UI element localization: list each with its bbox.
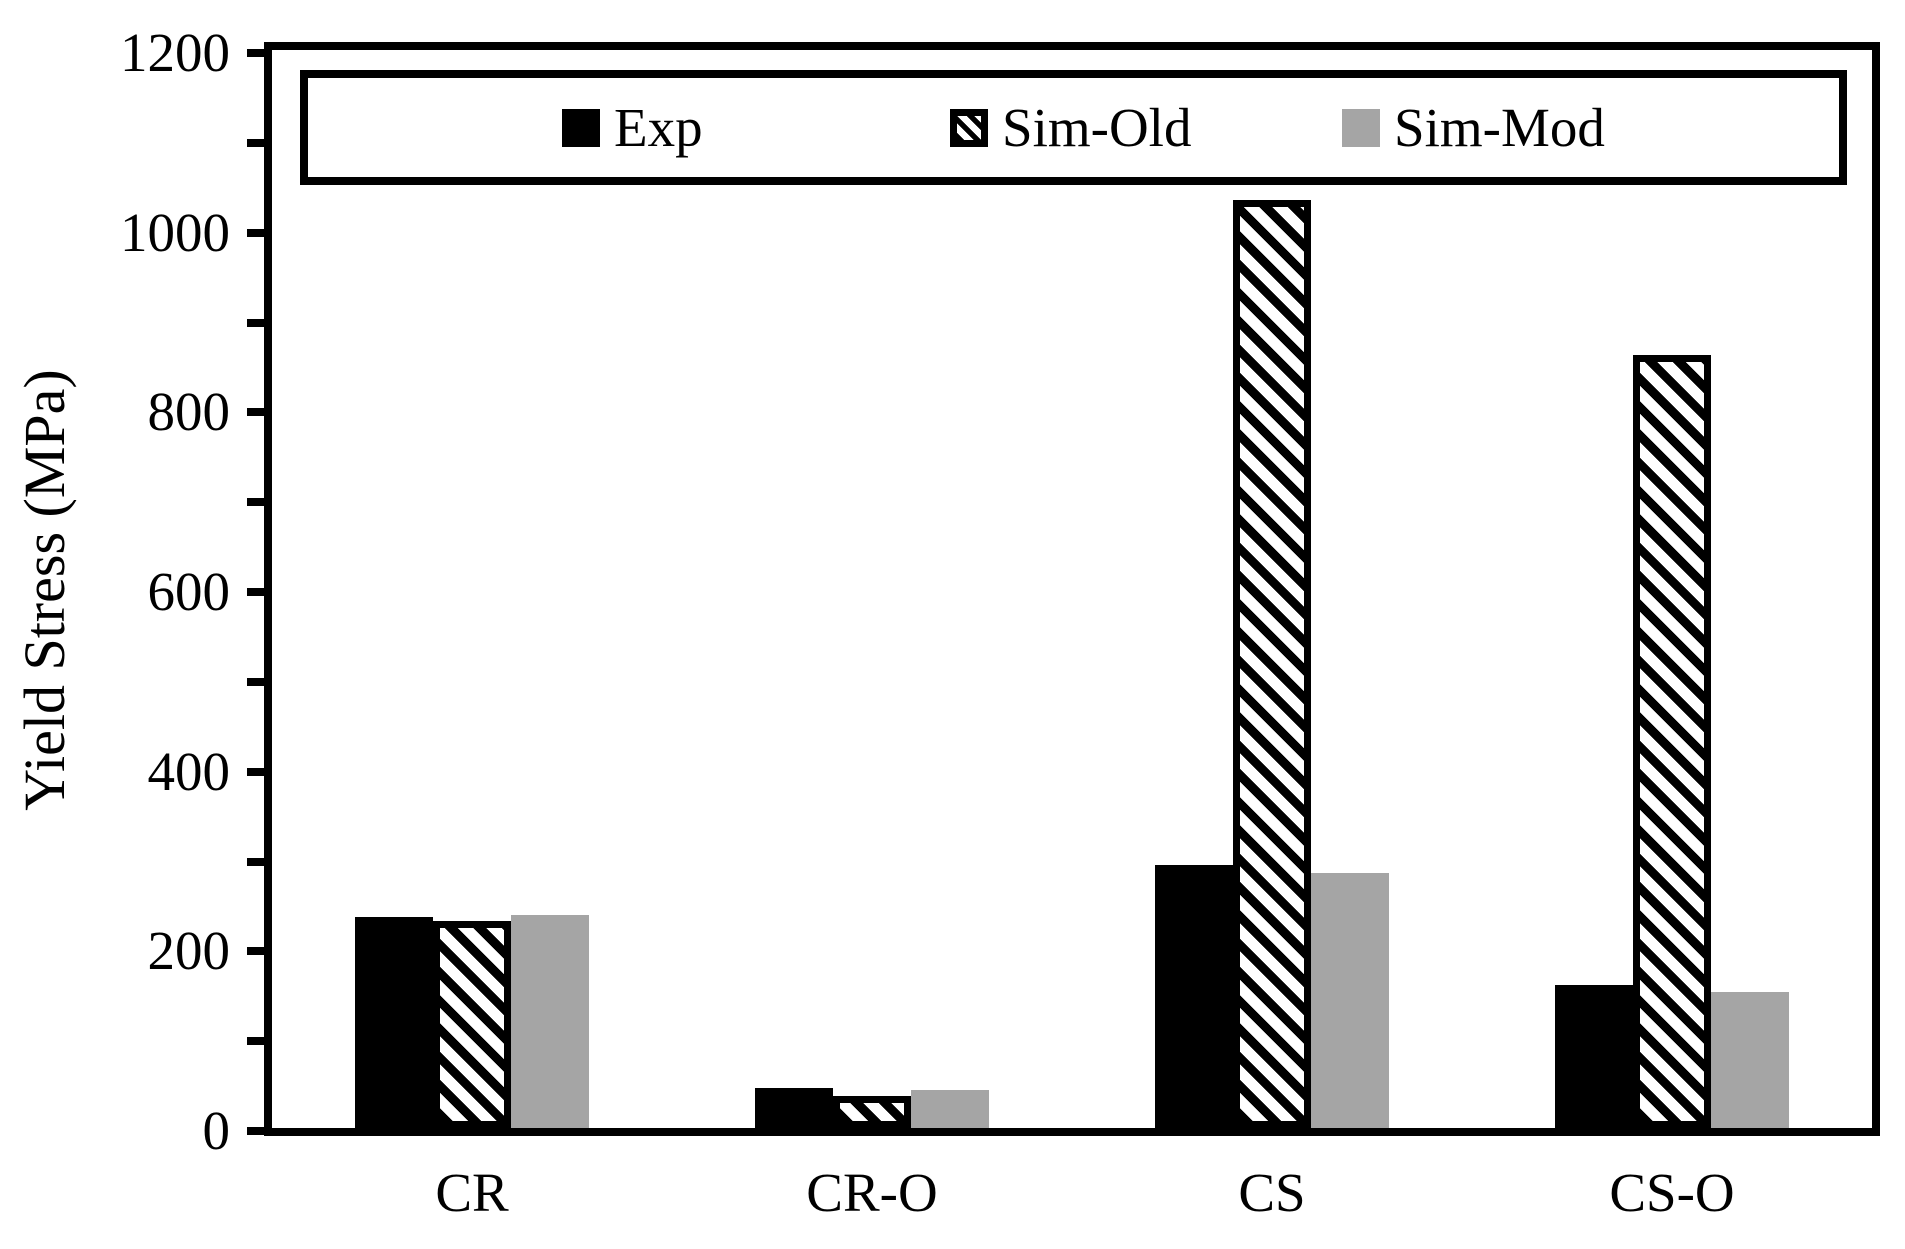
legend-item-sim-old: Sim-Old — [950, 78, 1191, 177]
y-tick-label-200: 200 — [147, 920, 231, 981]
x-category-label-cs: CS — [1238, 1162, 1306, 1223]
y-tick-label-800: 800 — [147, 381, 231, 442]
bar-cs-o-sim-mod — [1711, 992, 1789, 1128]
y-axis-tick-1200 — [247, 49, 264, 57]
legend-swatch-exp-icon — [562, 108, 600, 147]
y-tick-label-400: 400 — [147, 741, 231, 802]
legend-label-sim-old: Sim-Old — [1002, 97, 1192, 158]
y-axis-tick-300 — [247, 858, 264, 866]
legend: Exp Sim-Old Sim-Mod — [300, 70, 1847, 185]
y-axis-tick-1100 — [247, 139, 264, 147]
bar-cr-o-sim-mod — [911, 1090, 989, 1128]
bar-cr-o-exp — [755, 1088, 833, 1128]
y-tick-label-0: 0 — [202, 1100, 231, 1161]
y-axis-tick-500 — [247, 678, 264, 686]
legend-swatch-sim-old-icon — [950, 108, 988, 147]
bar-cr-sim-mod — [511, 915, 589, 1128]
legend-swatch-sim-mod-icon — [1342, 108, 1380, 147]
y-tick-label-600: 600 — [147, 561, 231, 622]
y-axis-tick-0 — [247, 1127, 264, 1135]
y-axis-tick-1000 — [247, 229, 264, 237]
y-axis-tick-600 — [247, 588, 264, 596]
y-axis-tick-700 — [247, 498, 264, 506]
bar-cs-o-sim-old — [1633, 355, 1711, 1128]
x-category-label-cr: CR — [435, 1162, 509, 1223]
bar-cr-sim-old — [433, 921, 511, 1128]
y-axis-tick-100 — [247, 1037, 264, 1045]
y-axis-tick-900 — [247, 319, 264, 327]
legend-item-exp: Exp — [562, 78, 703, 177]
y-axis-tick-200 — [247, 947, 264, 955]
y-axis-tick-400 — [247, 768, 264, 776]
legend-label-exp: Exp — [614, 97, 703, 158]
bar-cr-exp — [355, 917, 433, 1128]
legend-label-sim-mod: Sim-Mod — [1394, 97, 1605, 158]
bar-cr-o-sim-old — [833, 1096, 911, 1128]
bar-cs-sim-old — [1233, 200, 1311, 1128]
x-category-label-cs-o: CS-O — [1609, 1162, 1735, 1223]
bar-cs-exp — [1155, 865, 1233, 1128]
y-tick-label-1200: 1200 — [120, 22, 230, 83]
y-tick-label-1000: 1000 — [120, 202, 230, 263]
y-axis-tick-800 — [247, 408, 264, 416]
legend-item-sim-mod: Sim-Mod — [1342, 78, 1605, 177]
x-category-label-cr-o: CR-O — [806, 1162, 938, 1223]
bar-cs-sim-mod — [1311, 873, 1389, 1128]
bar-cs-o-exp — [1555, 985, 1633, 1128]
